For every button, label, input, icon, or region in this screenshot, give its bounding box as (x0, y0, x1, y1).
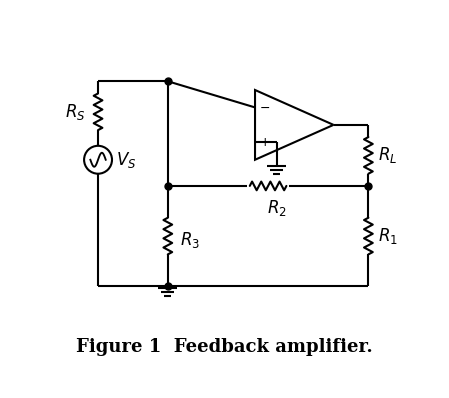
Text: Figure 1  Feedback amplifier.: Figure 1 Feedback amplifier. (76, 338, 373, 356)
Text: $R_2$: $R_2$ (267, 198, 287, 218)
Text: $-$: $-$ (259, 101, 270, 114)
Text: $R_3$: $R_3$ (180, 230, 200, 250)
Text: $R_1$: $R_1$ (378, 226, 398, 246)
Text: $R_L$: $R_L$ (378, 145, 397, 166)
Text: $+$: $+$ (259, 136, 270, 149)
Text: $V_S$: $V_S$ (116, 150, 137, 170)
Text: $R_S$: $R_S$ (65, 102, 86, 122)
